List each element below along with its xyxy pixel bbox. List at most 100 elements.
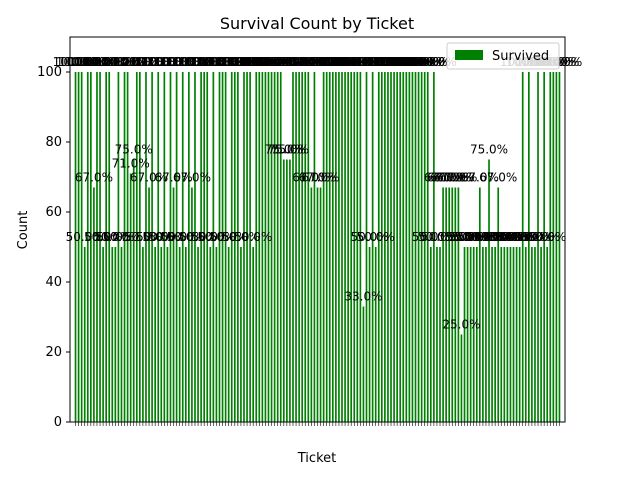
- bar: [365, 72, 368, 422]
- bar: [209, 247, 212, 422]
- bar-value-label: 50.0%: [445, 230, 483, 244]
- bar: [335, 72, 337, 422]
- bar-value-label: 50.0%: [516, 230, 554, 244]
- bar: [374, 247, 377, 422]
- bar-value-label: 100.0%: [304, 55, 350, 69]
- bar: [316, 187, 319, 422]
- bar-value-label: 50.0%: [485, 230, 523, 244]
- bar: [145, 72, 147, 422]
- bar-value-label: 100.0%: [383, 55, 429, 69]
- bar: [341, 72, 343, 422]
- bar: [402, 72, 405, 422]
- bar-value-label: 100.0%: [56, 55, 102, 69]
- bar: [414, 72, 417, 422]
- bar-value-label: 100.0%: [209, 55, 255, 69]
- bar-value-label: 33.0%: [344, 290, 382, 304]
- bar: [99, 72, 101, 422]
- bar-value-label: 100.0%: [328, 55, 374, 69]
- bar: [135, 72, 138, 422]
- bar: [258, 72, 261, 422]
- bar: [108, 72, 111, 422]
- bar: [543, 72, 545, 422]
- bar: [83, 247, 86, 422]
- bar-value-label: 100.0%: [319, 55, 365, 69]
- bar: [521, 72, 524, 422]
- bar-value-label: 50.0%: [167, 230, 205, 244]
- bar-value-label: 100.0%: [135, 55, 181, 69]
- bar: [506, 247, 509, 422]
- bar: [368, 247, 371, 422]
- bar-value-label: 50.0%: [476, 230, 514, 244]
- bar-value-label: 100.0%: [334, 55, 380, 69]
- bar-value-label: 50.0%: [421, 230, 459, 244]
- bar-value-label: 71.0%: [112, 157, 150, 171]
- bar-value-label: 100.0%: [365, 55, 411, 69]
- bar-value-label: 50.0%: [452, 230, 490, 244]
- bar-value-label: 100.0%: [172, 55, 218, 69]
- bar-value-label: 50.0%: [501, 230, 539, 244]
- bar-value-label: 100.0%: [371, 55, 417, 69]
- bar: [524, 247, 527, 422]
- bar: [448, 187, 451, 422]
- bar: [139, 72, 141, 422]
- bar: [86, 72, 89, 422]
- bar-value-label: 100.0%: [402, 55, 448, 69]
- bar: [350, 72, 353, 422]
- bar: [380, 72, 383, 422]
- bar: [399, 72, 402, 422]
- bar-value-label: 50.0%: [488, 230, 526, 244]
- bar: [212, 72, 215, 422]
- bar-value-label: 100.0%: [344, 55, 390, 69]
- bar: [331, 72, 334, 422]
- bar-value-label: 100.0%: [322, 55, 368, 69]
- bar-value-label: 100.0%: [258, 55, 304, 69]
- bar-value-label: 100.0%: [396, 55, 442, 69]
- bar-value-label: 100.0%: [325, 55, 371, 69]
- bar-value-label: 100.0%: [301, 55, 347, 69]
- bar: [457, 187, 460, 422]
- bar: [243, 72, 245, 422]
- bar-value-label: 50.0%: [191, 230, 229, 244]
- bar-value-label: 100.0%: [246, 55, 292, 69]
- bar: [240, 247, 242, 422]
- bar: [206, 72, 209, 422]
- bar: [537, 72, 539, 422]
- bar-value-label: 100.0%: [249, 55, 295, 69]
- bar-value-label: 100.0%: [178, 55, 224, 69]
- bar: [194, 72, 196, 422]
- bar-value-label: 50.0%: [491, 230, 529, 244]
- bar-value-label: 100.0%: [190, 55, 236, 69]
- bar-value-label: 50.0%: [234, 230, 272, 244]
- x-axis: [75, 422, 560, 426]
- bar: [142, 247, 144, 422]
- bar-value-label: 50.0%: [357, 230, 395, 244]
- bar-value-label: 50.0%: [179, 230, 217, 244]
- bar-value-label: 100.0%: [148, 55, 194, 69]
- y-tick-label: 60: [45, 205, 62, 220]
- bar: [310, 187, 313, 422]
- bar: [390, 72, 392, 422]
- bar-value-label: 100.0%: [117, 55, 163, 69]
- bar-value-label: 50.0%: [494, 230, 532, 244]
- bar-value-label: 50.0%: [102, 230, 140, 244]
- bar: [362, 306, 365, 422]
- bar: [371, 72, 374, 422]
- bar: [552, 72, 555, 422]
- bar-value-label: 75.0%: [115, 143, 153, 157]
- bar-value-label: 50.0%: [455, 230, 493, 244]
- bar: [215, 247, 218, 422]
- bar: [80, 72, 83, 422]
- y-axis-label: Count: [16, 211, 31, 250]
- bar-value-label: 100.0%: [77, 55, 123, 69]
- bar-value-label: 100.0%: [129, 55, 175, 69]
- bar-value-label: 67.0%: [292, 171, 330, 185]
- bar-value-label: 100.0%: [141, 55, 187, 69]
- bar-value-label: 67.0%: [154, 171, 192, 185]
- bar-value-label: 100.0%: [316, 55, 362, 69]
- bar: [154, 247, 156, 422]
- bar-value-label: 67.0%: [298, 171, 336, 185]
- bar: [472, 247, 475, 422]
- legend-label: Survived: [492, 49, 549, 64]
- bar: [460, 334, 463, 422]
